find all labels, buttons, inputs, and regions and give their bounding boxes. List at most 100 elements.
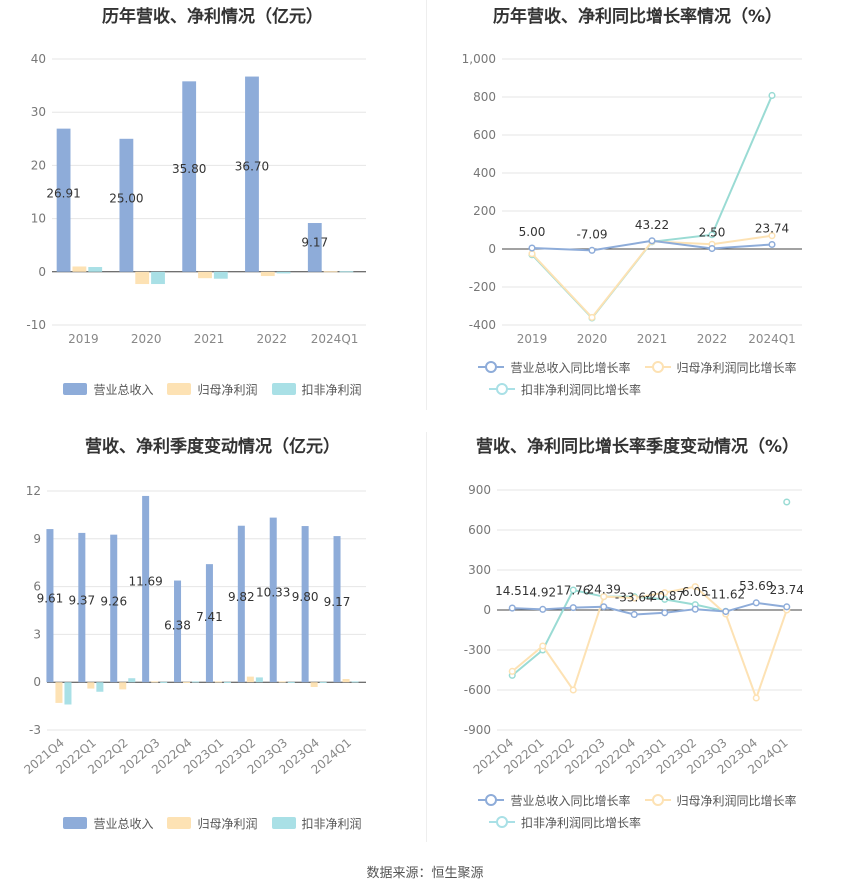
data-label: -11.62 bbox=[706, 588, 745, 602]
legend-item-revenue-growth[interactable]: 营业总收入同比增长率 bbox=[478, 359, 631, 376]
data-label: 14.51 bbox=[495, 584, 529, 598]
legend-label: 营业总收入 bbox=[93, 816, 154, 831]
legend-item-net-profit[interactable]: 归母净利润 bbox=[167, 381, 258, 398]
legend-item-net-profit[interactable]: 归母净利润 bbox=[167, 815, 258, 832]
y-tick-label: 1,000 bbox=[462, 52, 496, 66]
chart-legend[interactable]: 营业总收入 归母净利润 扣非净利润 bbox=[0, 378, 425, 400]
data-point bbox=[661, 609, 669, 617]
y-tick-label: 200 bbox=[473, 204, 496, 218]
y-tick-label: 800 bbox=[473, 90, 496, 104]
data-point bbox=[768, 91, 776, 100]
series-line bbox=[531, 234, 773, 319]
legend-swatch bbox=[63, 817, 88, 829]
bar bbox=[119, 682, 127, 690]
data-point bbox=[752, 599, 760, 607]
legend-label: 归母净利润 bbox=[197, 816, 258, 831]
bar bbox=[56, 128, 71, 272]
bar bbox=[351, 681, 359, 683]
data-point bbox=[588, 246, 596, 254]
bar bbox=[55, 682, 63, 703]
data-label: -7.09 bbox=[576, 227, 607, 241]
x-tick-label: 2020 bbox=[131, 332, 162, 346]
legend-swatch bbox=[489, 815, 515, 829]
y-tick-label: 10 bbox=[31, 212, 46, 226]
data-point bbox=[539, 605, 547, 613]
data-point bbox=[691, 583, 699, 591]
data-point bbox=[528, 244, 536, 252]
chart-legend[interactable]: 营业总收入同比增长率 归母净利润同比增长率 扣非净利润同比增长率 bbox=[425, 356, 850, 400]
legend-item-deducted-profit[interactable]: 扣非净利润 bbox=[271, 815, 362, 832]
bar bbox=[96, 682, 104, 692]
bar bbox=[323, 271, 338, 273]
panel-divider bbox=[426, 432, 427, 842]
legend-item-revenue[interactable]: 营业总收入 bbox=[63, 381, 153, 398]
y-tick-label: 600 bbox=[473, 128, 496, 142]
legend-label: 营业总收入同比增长率 bbox=[510, 360, 631, 375]
legend-item-deducted-profit-growth[interactable]: 扣非净利润同比增长率 bbox=[489, 381, 641, 398]
data-label: 43.22 bbox=[635, 218, 669, 232]
bar bbox=[87, 682, 95, 689]
x-tick-label: 2022 bbox=[697, 332, 728, 346]
chart-legend[interactable]: 营业总收入同比增长率 归母净利润同比增长率 扣非净利润同比增长率 bbox=[425, 789, 850, 833]
legend-item-revenue-growth[interactable]: 营业总收入同比增长率 bbox=[478, 792, 631, 809]
legend-item-deducted-profit[interactable]: 扣非净利润 bbox=[271, 381, 362, 398]
legend-item-net-profit-growth[interactable]: 归母净利润同比增长率 bbox=[644, 792, 797, 809]
bar bbox=[64, 682, 72, 705]
data-label: 35.80 bbox=[172, 162, 206, 176]
x-tick-label: 2020 bbox=[577, 332, 608, 346]
bar bbox=[72, 266, 87, 272]
x-tick-label: 2021 bbox=[194, 332, 225, 346]
chart-title: 营收、净利季度变动情况（亿元） bbox=[85, 437, 340, 457]
legend-label: 归母净利润同比增长率 bbox=[676, 360, 797, 375]
bar bbox=[46, 529, 54, 683]
y-tick-label: -300 bbox=[464, 643, 491, 657]
legend-label: 归母净利润同比增长率 bbox=[676, 793, 797, 808]
legend-item-deducted-profit-growth[interactable]: 扣非净利润同比增长率 bbox=[489, 814, 641, 831]
bar bbox=[151, 271, 165, 285]
bar bbox=[246, 676, 254, 683]
legend-label: 扣非净利润同比增长率 bbox=[521, 382, 642, 397]
chart-title: 历年营收、净利情况（亿元） bbox=[102, 7, 323, 27]
data-point bbox=[768, 232, 776, 240]
y-tick-label: 12 bbox=[26, 484, 41, 498]
legend-item-net-profit-growth[interactable]: 归母净利润同比增长率 bbox=[644, 359, 797, 376]
series-line bbox=[531, 95, 773, 320]
data-point bbox=[569, 604, 577, 612]
bar bbox=[310, 682, 318, 687]
y-tick-label: 20 bbox=[31, 158, 46, 172]
y-tick-label: 600 bbox=[468, 523, 491, 537]
data-point bbox=[661, 589, 669, 597]
data-label: 9.17 bbox=[301, 235, 328, 249]
bar bbox=[269, 517, 277, 683]
data-label: 24.39 bbox=[587, 583, 621, 597]
data-label: 2.50 bbox=[699, 226, 726, 240]
data-point bbox=[569, 686, 577, 694]
bar bbox=[213, 271, 228, 279]
y-tick-label: 900 bbox=[468, 483, 491, 497]
data-label: 9.61 bbox=[37, 592, 64, 606]
quarterly-growth-rate-chart: 营收、净利同比增长率季度变动情况（%） -900 -600 -300 0 300 600 9… bbox=[425, 425, 850, 855]
bar bbox=[205, 564, 213, 683]
y-tick-label: -900 bbox=[464, 723, 491, 737]
bar bbox=[319, 681, 327, 683]
legend-swatch bbox=[478, 360, 505, 374]
data-label: 7.41 bbox=[196, 610, 223, 624]
data-point bbox=[708, 244, 716, 253]
legend-item-revenue[interactable]: 营业总收入 bbox=[63, 815, 153, 832]
data-point bbox=[783, 603, 791, 611]
chart-title: 营收、净利同比增长率季度变动情况（%） bbox=[475, 437, 800, 457]
data-point bbox=[539, 642, 547, 650]
data-label: 10.33 bbox=[256, 586, 290, 600]
chart-legend[interactable]: 营业总收入 归母净利润 扣非净利润 bbox=[0, 812, 425, 834]
annual-revenue-profit-chart: 历年营收、净利情况（亿元） -10 0 10 20 30 40 26.91 2019 25.00… bbox=[0, 0, 425, 430]
bar bbox=[223, 681, 231, 683]
bar bbox=[339, 271, 354, 273]
bar bbox=[214, 681, 222, 683]
chart-plot: -900 -600 -300 0 300 600 900 14.51 4.92 17.7624.3… bbox=[464, 483, 804, 777]
legend-swatch bbox=[167, 383, 192, 395]
data-point bbox=[630, 594, 638, 602]
y-tick-label: 40 bbox=[31, 52, 46, 66]
y-tick-label: 0 bbox=[488, 242, 496, 256]
bar bbox=[174, 580, 182, 683]
bar bbox=[307, 223, 322, 272]
